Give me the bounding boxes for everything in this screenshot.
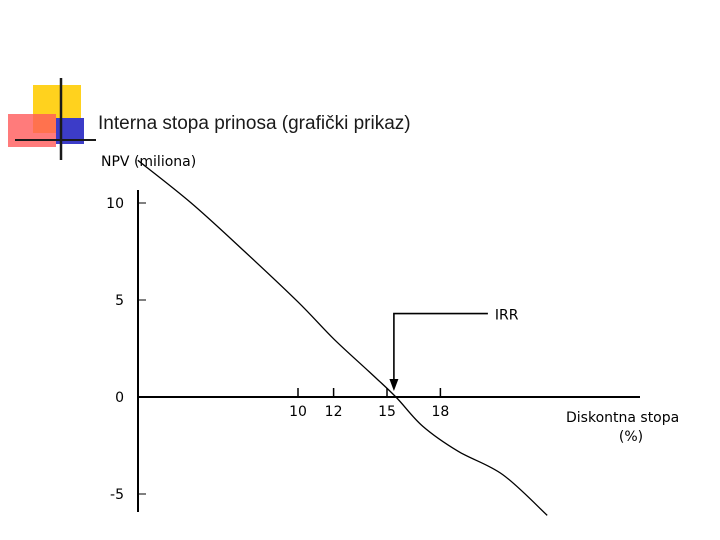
x-tick-label: 10 [289, 404, 307, 420]
x-axis-label-line-1: Diskontna stopa [566, 410, 679, 426]
x-tick-label: 18 [431, 404, 449, 420]
x-tick-label: 12 [325, 404, 343, 420]
x-tick-label: 15 [378, 404, 396, 420]
x-ticks: 10 12 15 18 [289, 388, 449, 420]
x-axis-label-line-2: (%) [619, 429, 643, 445]
irr-label: IRR [495, 308, 519, 324]
y-tick-label: 10 [106, 196, 124, 212]
y-axis-label: NPV (miliona) [101, 154, 196, 170]
irr-arrowhead [389, 379, 399, 391]
slide-title: Interna stopa prinosa (grafički prikaz) [98, 113, 411, 134]
y-tick-label: 0 [115, 390, 124, 406]
irr-leader-line [393, 312, 488, 383]
npv-curve-line [137, 159, 548, 516]
y-tick-label: -5 [110, 487, 124, 503]
slide-logo [8, 78, 96, 160]
y-tick-label: 5 [115, 293, 124, 309]
logo-red-bar [8, 114, 56, 147]
y-ticks: 10 5 0 -5 [106, 196, 146, 503]
